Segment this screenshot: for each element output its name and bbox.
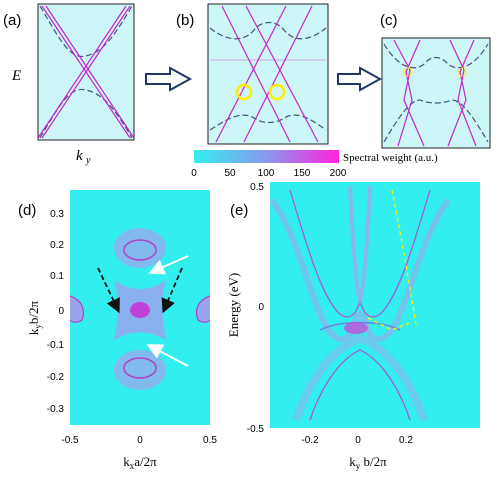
panel-d-yticks: 0.3 0.2 0.1 0 -0.1 -0.2 -0.3 (47, 209, 65, 415)
svg-text:0: 0 (58, 306, 64, 317)
arrow-a-to-b (145, 66, 193, 92)
svg-text:-0.5: -0.5 (61, 435, 79, 446)
colorbar-gradient (194, 150, 339, 163)
panel-e-xlabel: ky b/2π (349, 454, 387, 471)
svg-text:0.5: 0.5 (250, 182, 264, 193)
svg-text:-0.3: -0.3 (47, 404, 65, 415)
panel-d-arrow-white-upper (148, 255, 189, 275)
panel-a-label: (a) (3, 12, 21, 29)
panel-a-k-sub: y (85, 155, 91, 166)
panel-d-xticks: -0.5 0 0.5 (61, 435, 217, 446)
panel-e-label: (e) (230, 202, 248, 219)
colorbar-tick-4: 200 (330, 168, 347, 179)
panel-a-cross-2 (37, 5, 131, 139)
panel-d-ylabel: kyb/2π (26, 300, 43, 335)
svg-text:-0.2: -0.2 (47, 372, 65, 383)
svg-text:Energy (eV): Energy (eV) (226, 273, 241, 337)
panel-a-dashed-upper (39, 5, 133, 58)
panel-b-dashed-upper (209, 21, 327, 40)
svg-text:kyb/2π: kyb/2π (26, 300, 43, 335)
svg-text:0: 0 (355, 435, 361, 446)
svg-text:0.5: 0.5 (203, 435, 217, 446)
panel-a-k-label: k (76, 148, 83, 164)
panel-d-label: (d) (18, 202, 36, 219)
panel-b-crossing-marker-right (268, 83, 286, 101)
panel-e-xticks: -0.2 0 0.2 (301, 435, 413, 446)
panel-b: (b) (176, 3, 329, 145)
panel-e: (e) 0.5 0 -0.5 -0.2 0 0.2 Energy (eV) (226, 182, 480, 471)
svg-text:0: 0 (137, 435, 143, 446)
panel-c-gap-marker-right (457, 67, 467, 77)
svg-text:-0.1: -0.1 (47, 340, 65, 351)
colorbar-tick-1: 50 (224, 168, 236, 179)
panel-b-solid-lines (215, 5, 319, 143)
colorbar-tick-3: 150 (294, 168, 311, 179)
panel-d-xlabel: kxa/2π (123, 454, 157, 471)
svg-text:-0.5: -0.5 (247, 424, 265, 435)
panel-c-dashed-lower (383, 99, 489, 143)
panel-d: (d) 0.3 0.2 0.1 0 -0.1 -0.2 -0.3 (18, 190, 217, 471)
colorbar-title: Spectral weight (a.u.) (343, 152, 438, 164)
panel-b-label: (b) (176, 12, 194, 29)
panel-e-map (270, 182, 480, 428)
svg-text:0.2: 0.2 (50, 240, 64, 251)
panel-c-frame (381, 37, 491, 149)
panel-e-yticks: 0.5 0 -0.5 (247, 182, 265, 435)
panel-c-gap-marker-left (403, 67, 413, 77)
svg-text:-0.2: -0.2 (301, 435, 319, 446)
panel-c: (c) (380, 12, 491, 149)
svg-text:0.3: 0.3 (50, 209, 64, 220)
panel-e-ylabel: Energy (eV) (226, 273, 241, 337)
arrow-b-to-c (337, 66, 383, 92)
panel-d-arrow-white-lower (146, 344, 189, 367)
panel-a-energy-label: E (11, 68, 21, 84)
colorbar: 0 50 100 150 200 Spectral weight (a.u.) (191, 150, 438, 179)
colorbar-tick-2: 100 (258, 168, 275, 179)
panel-c-label: (c) (380, 12, 398, 29)
panel-e-band-features (269, 185, 451, 422)
svg-text:0: 0 (258, 302, 264, 313)
panel-a: (a) E k y (3, 3, 135, 166)
panel-c-solid-lines (393, 39, 477, 147)
colorbar-tick-0: 0 (191, 168, 197, 179)
panel-d-fermi-features (69, 228, 211, 390)
panel-b-frame (207, 3, 329, 145)
svg-text:0.1: 0.1 (50, 271, 64, 282)
panel-b-crossing-marker-left (235, 83, 253, 101)
svg-text:0.2: 0.2 (399, 435, 413, 446)
